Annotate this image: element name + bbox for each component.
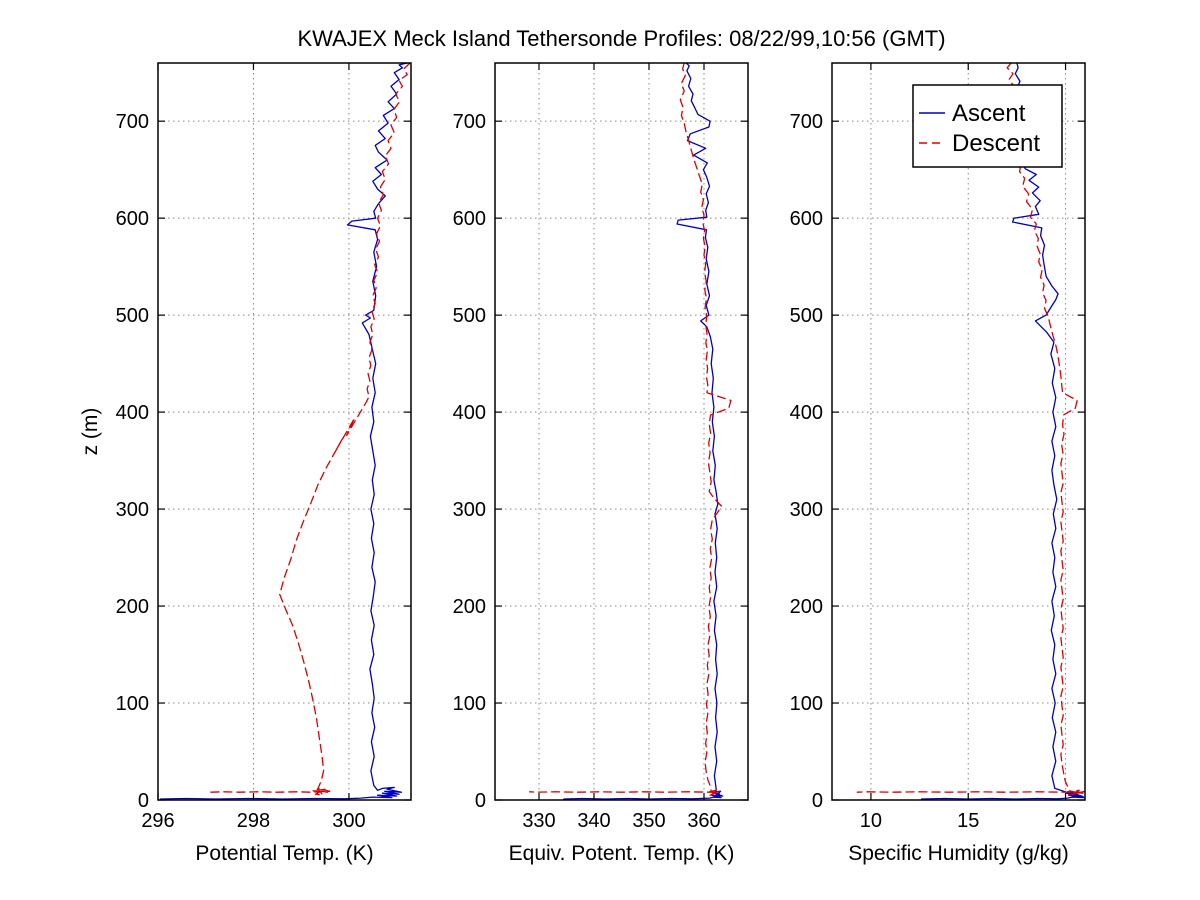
x-tick-label: 10 [860, 810, 882, 832]
panel-1: 296 298 300 0 100 200 300 400 500 600 700 Potential… [79, 62, 412, 865]
panel-2: 330 340 350 360 0 100 200 300 400 500 600 700 Equiv.… [453, 62, 749, 865]
y-tick-label: 700 [116, 111, 149, 133]
y-tick-label: 600 [453, 208, 486, 230]
x-tick-label: 330 [522, 810, 555, 832]
y-tick-label: 100 [116, 693, 149, 715]
descent-profile-line [209, 62, 411, 796]
axes-frame [157, 62, 412, 801]
y-tick-label: 500 [453, 305, 486, 327]
x-tick-label: 15 [957, 810, 979, 832]
y-tick-label: 600 [116, 208, 149, 230]
legend-label-descent: Descent [952, 130, 1040, 157]
y-tick-label: 100 [790, 693, 823, 715]
y-tick-label: 0 [138, 790, 149, 812]
x-axis-label: Equiv. Potent. Temp. (K) [509, 842, 735, 865]
descent-profile-line [856, 62, 1086, 796]
y-tick-label: 700 [790, 111, 823, 133]
x-tick-label: 340 [577, 810, 610, 832]
legend-label-ascent: Ascent [952, 100, 1026, 127]
axes-frame [831, 62, 1086, 801]
y-tick-label: 200 [116, 596, 149, 618]
y-tick-label: 500 [790, 305, 823, 327]
x-tick-label: 20 [1054, 810, 1076, 832]
x-axis-label: Potential Temp. (K) [195, 842, 373, 865]
y-tick-label: 200 [790, 596, 823, 618]
y-tick-label: 300 [790, 499, 823, 521]
y-tick-label: 600 [790, 208, 823, 230]
x-axis-label: Specific Humidity (g/kg) [848, 842, 1069, 865]
y-axis-label: z (m) [79, 408, 102, 456]
x-tick-label: 350 [632, 810, 665, 832]
ascent-profile-line [920, 62, 1085, 800]
legend: Ascent Descent [912, 84, 1063, 168]
y-tick-label: 500 [116, 305, 149, 327]
y-tick-label: 200 [453, 596, 486, 618]
y-tick-label: 300 [453, 499, 486, 521]
x-tick-label: 296 [141, 810, 174, 832]
y-tick-label: 100 [453, 693, 486, 715]
y-tick-label: 300 [116, 499, 149, 521]
y-tick-label: 700 [453, 111, 486, 133]
y-tick-label: 400 [453, 402, 486, 424]
y-tick-label: 400 [116, 402, 149, 424]
descent-profile-line [529, 62, 732, 796]
figure-title: KWAJEX Meck Island Tethersonde Profiles:… [297, 26, 946, 51]
y-tick-label: 0 [475, 790, 486, 812]
axes-frame [494, 62, 749, 801]
y-tick-label: 400 [790, 402, 823, 424]
x-tick-label: 298 [237, 810, 270, 832]
ascent-profile-line [159, 62, 408, 800]
x-tick-label: 360 [687, 810, 720, 832]
x-tick-label: 300 [332, 810, 365, 832]
legend-box [912, 84, 1063, 168]
y-tick-label: 0 [812, 790, 823, 812]
